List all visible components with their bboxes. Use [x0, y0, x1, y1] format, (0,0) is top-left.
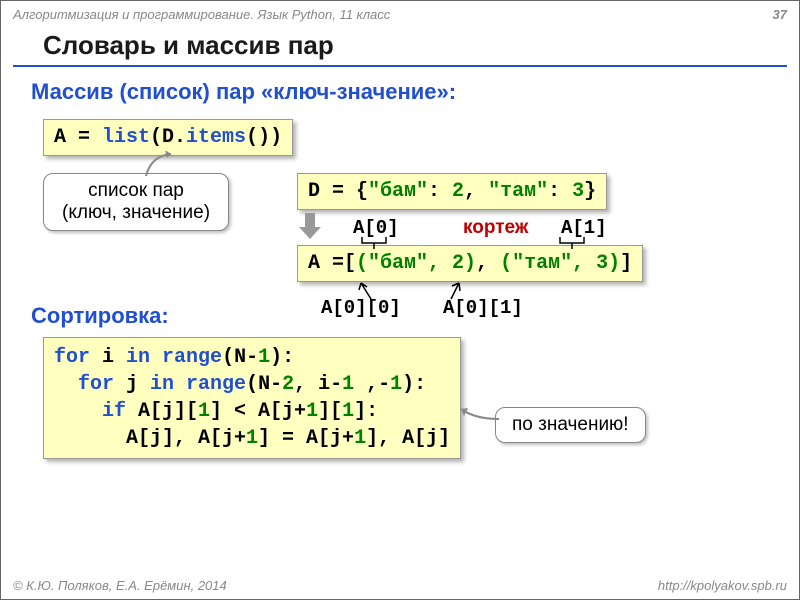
callout-pointer-icon [141, 151, 181, 179]
footer-authors: © К.Ю. Поляков, Е.А. Ерёмин, 2014 [13, 578, 227, 593]
section-1-heading: Массив (список) пар «ключ-значение»: [1, 75, 799, 109]
down-arrow-icon [299, 213, 323, 241]
slide-header: Алгоритмизация и программирование. Язык … [1, 1, 799, 28]
callout2-pointer-icon [455, 405, 501, 429]
label-a00: A[0][0] [321, 297, 401, 319]
code-block-4: for i in range(N-1): for j in range(N-2,… [43, 337, 461, 459]
code-block-2: D = {"бам": 2, "там": 3} [297, 173, 607, 210]
slide-footer: © К.Ю. Поляков, Е.А. Ерёмин, 2014 http:/… [13, 578, 787, 593]
footer-url: http://kpolyakov.spb.ru [658, 578, 787, 593]
code-block-3: A =[("бам", 2), ("там", 3)] [297, 245, 643, 282]
callout-pair-list: список пар (ключ, значение) [43, 173, 229, 231]
brace-a1-icon [557, 237, 587, 249]
label-a01: A[0][1] [443, 297, 523, 319]
label-tuple: кортеж [463, 217, 528, 239]
label-a0: A[0] [353, 217, 399, 239]
section-2-heading: Сортировка: [1, 299, 199, 333]
course-name: Алгоритмизация и программирование. Язык … [13, 7, 390, 22]
callout-line1: список пар [62, 180, 210, 202]
label-a1: A[1] [561, 217, 607, 239]
callout-line2: (ключ, значение) [62, 202, 210, 224]
page-number: 37 [773, 7, 787, 22]
brace-a0-icon [359, 237, 389, 249]
callout-by-value: по значению! [495, 407, 646, 443]
slide-title: Словарь и массив пар [13, 28, 787, 67]
callout-by-value-text: по значению! [512, 414, 629, 435]
